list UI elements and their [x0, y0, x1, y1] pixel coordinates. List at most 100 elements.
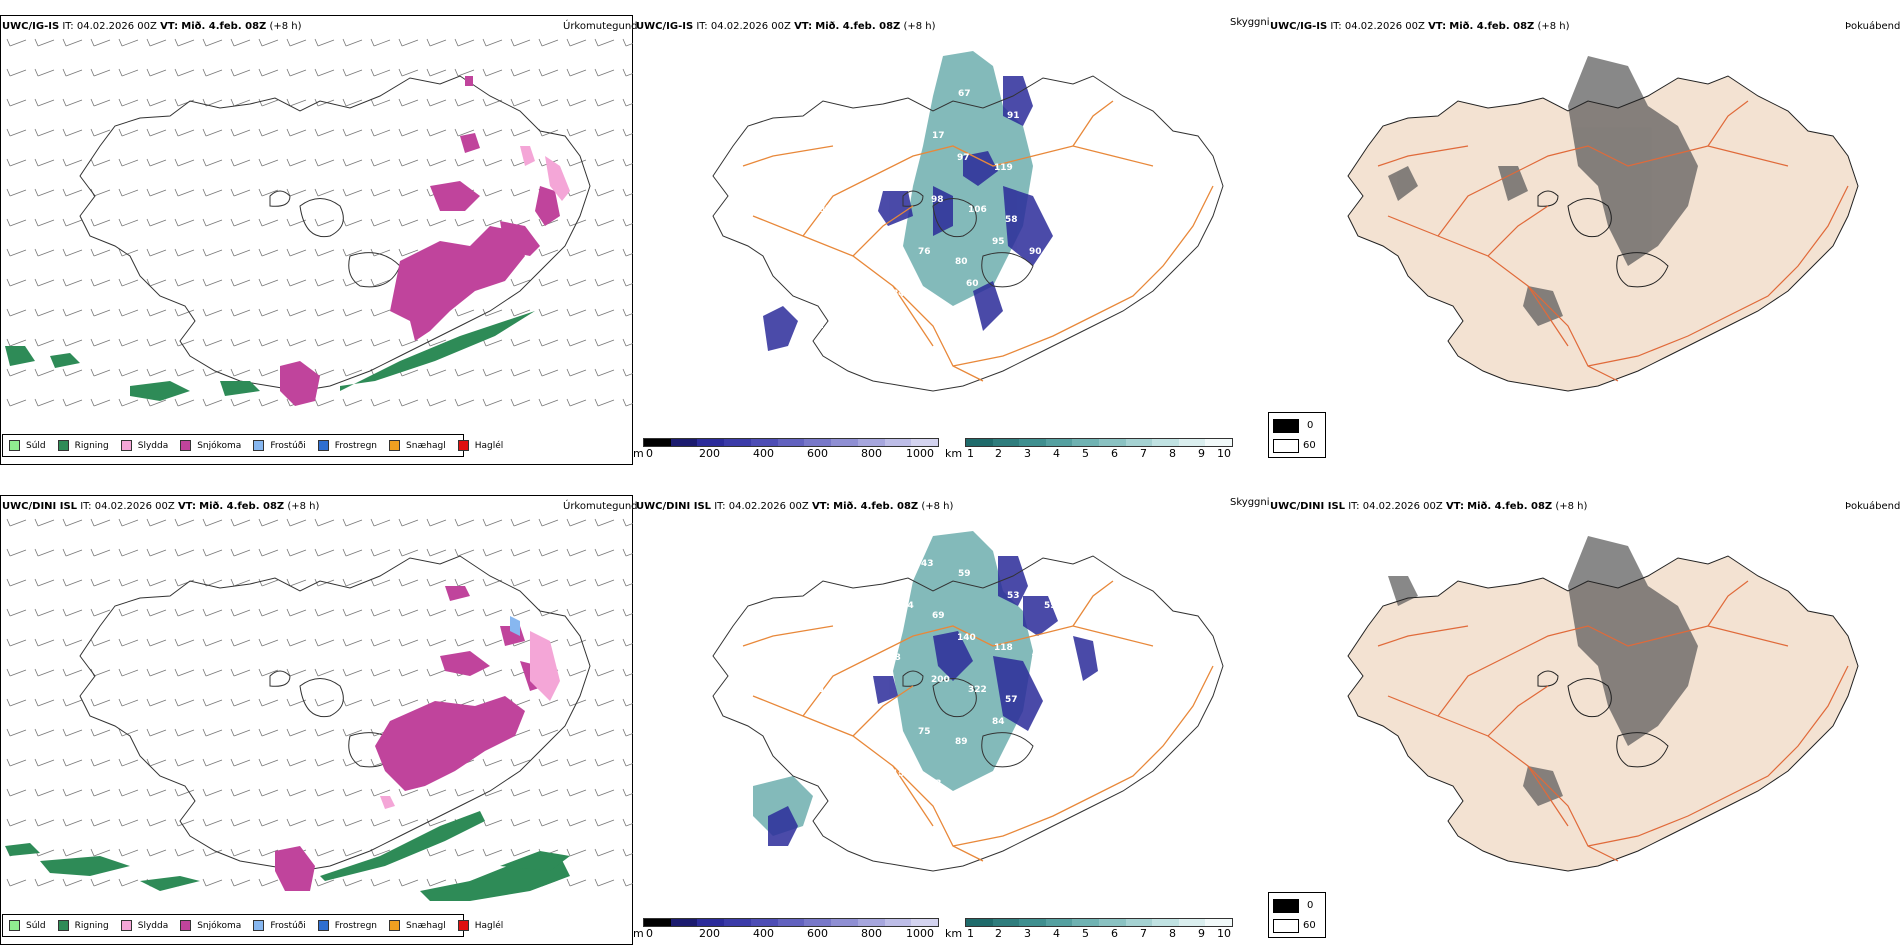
wind-barb: [370, 788, 391, 797]
colorbar-segment: [911, 439, 939, 446]
wind-barb: [594, 668, 615, 677]
road: [742, 625, 834, 647]
wind-barb: [622, 68, 633, 77]
wind-barb: [230, 278, 251, 287]
colorbar-segment: [750, 919, 778, 926]
colorbar-segment: [1045, 439, 1073, 446]
wind-barb: [146, 668, 167, 677]
wind-barb: [90, 248, 111, 257]
wind-barb: [62, 188, 83, 197]
it-label: IT:: [1330, 21, 1342, 32]
wind-barb: [566, 608, 587, 617]
road: [1437, 625, 1789, 717]
wind-barb: [482, 668, 503, 677]
wind-barb: [6, 668, 27, 677]
wind-barb: [342, 668, 363, 677]
wind-barb: [258, 368, 279, 377]
wind-barb: [286, 668, 307, 677]
wind-barb: [286, 38, 307, 47]
wind-barb: [62, 278, 83, 287]
wind-barb: [566, 128, 587, 137]
wind-barb: [90, 548, 111, 557]
wind-barb: [174, 818, 195, 827]
wind-barb: [594, 68, 615, 77]
it-value: 04.02.2026 00Z: [728, 501, 809, 512]
glacier-outline: [902, 190, 1034, 288]
coastline: [79, 75, 591, 392]
wind-barb: [146, 818, 167, 827]
cloud-value-label: 118: [994, 643, 1013, 653]
wind-barb: [34, 128, 55, 137]
legend-label: Snjókoma: [197, 920, 242, 931]
visibility-unit: km: [945, 927, 963, 940]
wind-barb: [370, 668, 391, 677]
colorbar-segment: [750, 439, 778, 446]
wind-barb: [230, 698, 251, 707]
wind-barb: [510, 38, 531, 47]
visibility-tick: 5: [1082, 447, 1089, 460]
cloud-value-label: 97: [957, 153, 970, 163]
wind-barb: [370, 818, 391, 827]
wind-barb: [174, 848, 195, 857]
visibility-tick: 5: [1082, 927, 1089, 940]
wind-barb: [594, 698, 615, 707]
legend-swatch: [120, 440, 132, 451]
wind-barb: [286, 758, 307, 767]
wind-barb: [174, 338, 195, 347]
snow-areas: [280, 76, 560, 406]
wind-barb: [62, 848, 83, 857]
fog-swatch-light: [1273, 439, 1299, 453]
model-name: UWC/IG-IS: [2, 21, 60, 32]
wind-barb: [118, 728, 139, 737]
wind-barb: [202, 518, 223, 527]
wind-barb: [622, 668, 633, 677]
wind-barb: [314, 398, 335, 407]
wind-barb: [398, 608, 419, 617]
legend-swatch: [253, 920, 265, 931]
wind-barb: [90, 638, 111, 647]
wind-barb: [258, 608, 279, 617]
wind-barb: [258, 548, 279, 557]
panel-header: UWC/DINI ISL IT: 04.02.2026 00Z VT: Mið.…: [1270, 501, 1587, 512]
legend-swatch: [120, 920, 132, 931]
fog-map: [1347, 56, 1859, 392]
wind-barb: [230, 638, 251, 647]
wind-barb: [398, 518, 419, 527]
road: [802, 625, 1154, 717]
wind-barb: [566, 98, 587, 107]
wind-barb: [370, 128, 391, 137]
cloud-value-label: 87: [819, 205, 832, 215]
cloud-value-label: 73: [845, 643, 858, 653]
wind-barb: [538, 548, 559, 557]
wind-barb: [230, 38, 251, 47]
wind-barb: [62, 38, 83, 47]
wind-barb: [146, 518, 167, 527]
visibility-tick: 7: [1140, 927, 1147, 940]
cloud-value-label: 137: [773, 69, 792, 79]
wind-barb: [174, 158, 195, 167]
wind-barb: [90, 338, 111, 347]
wind-barb: [342, 38, 363, 47]
wind-barb: [62, 518, 83, 527]
wind-barb: [482, 308, 503, 317]
cloud-value-label: 80: [955, 257, 968, 267]
wind-barb: [118, 278, 139, 287]
wind-barb: [62, 398, 83, 407]
colorbar-segment: [857, 439, 885, 446]
model-name: UWC/IG-IS: [636, 21, 694, 32]
it-value: 04.02.2026 00Z: [94, 501, 175, 512]
wind-barb: [286, 608, 307, 617]
wind-barb: [146, 68, 167, 77]
wind-barb: [258, 758, 279, 767]
wind-barb: [622, 518, 633, 527]
wind-barb: [314, 128, 335, 137]
cloud-value-label: 102: [1044, 121, 1063, 131]
legend-label: Slydda: [137, 440, 169, 451]
legend-label: Frostregn: [334, 920, 378, 931]
wind-barb: [6, 878, 27, 887]
wind-barb: [426, 398, 447, 407]
cloudbase-tick: 1000: [906, 927, 934, 940]
wind-barb: [286, 68, 307, 77]
legend-item: Rigning: [57, 920, 109, 931]
legend-label: Rigning: [74, 440, 109, 451]
